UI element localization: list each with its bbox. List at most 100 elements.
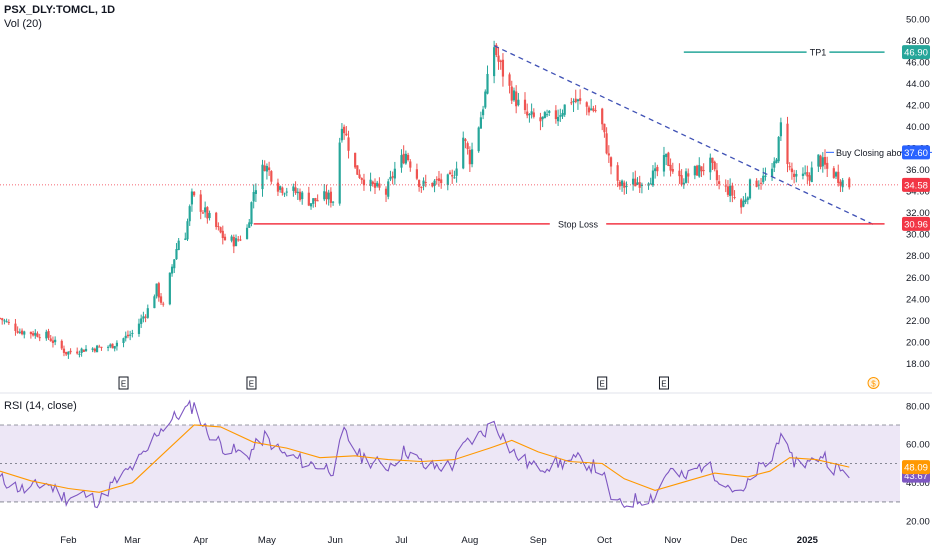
candle-body bbox=[162, 303, 165, 305]
candle-body bbox=[481, 109, 485, 116]
candle-body bbox=[530, 111, 533, 115]
candle-body bbox=[832, 168, 835, 178]
candle-body bbox=[607, 153, 610, 156]
candle-body bbox=[764, 175, 767, 177]
candle-body bbox=[38, 337, 41, 339]
candle-body bbox=[563, 104, 566, 115]
time-axis: Feb Mar Apr May Jun Jul Aug Sep Oct Nov Dec 2025 bbox=[60, 535, 818, 546]
candle-body bbox=[168, 272, 171, 305]
candle-body bbox=[98, 346, 101, 348]
candle-body bbox=[616, 165, 619, 181]
candle-body bbox=[354, 152, 357, 168]
candle-body bbox=[804, 172, 807, 174]
candle-body bbox=[733, 197, 736, 199]
candle-body bbox=[47, 331, 50, 338]
rsi-indicator-label: RSI (14, close) bbox=[4, 400, 77, 412]
candle-body bbox=[93, 348, 96, 352]
candle-body bbox=[384, 188, 388, 195]
candle-body bbox=[801, 173, 805, 176]
candle-body bbox=[649, 183, 652, 185]
candle-body bbox=[45, 331, 48, 339]
buy-level-annotation: Buy Closing above.37.60 bbox=[826, 145, 932, 160]
rsi-moving-average-value-tag bbox=[902, 460, 930, 475]
candle-body bbox=[193, 191, 196, 196]
candle-body bbox=[109, 344, 112, 347]
candle-body bbox=[34, 332, 37, 336]
price-axis-tick: 20.00 bbox=[906, 337, 930, 348]
earnings-marker-letter: E bbox=[249, 380, 254, 389]
candle-body bbox=[331, 201, 335, 203]
candle-body bbox=[440, 179, 443, 184]
candle-body bbox=[265, 165, 269, 172]
time-axis-tick: Nov bbox=[664, 535, 681, 546]
candle-body bbox=[759, 182, 763, 184]
candle-body bbox=[788, 166, 791, 168]
candle-body bbox=[312, 198, 315, 204]
price-axis: 18.00 20.00 22.00 24.00 26.00 28.00 30.00 32.00… bbox=[906, 14, 930, 370]
candle-body bbox=[146, 308, 149, 318]
time-axis-tick: Apr bbox=[193, 535, 208, 546]
candle-body bbox=[748, 179, 752, 199]
candle-body bbox=[54, 339, 57, 343]
candle-body bbox=[819, 155, 822, 167]
dividend-marker: $ bbox=[867, 377, 880, 389]
price-axis-tick: 26.00 bbox=[906, 273, 930, 284]
candle-body bbox=[715, 170, 719, 181]
candle-body bbox=[124, 335, 127, 339]
candle-body bbox=[548, 110, 551, 113]
candle-body bbox=[137, 323, 141, 335]
candle-body bbox=[190, 191, 194, 205]
rsi-axis-tick: 40.00 bbox=[906, 478, 930, 489]
candle-body bbox=[420, 186, 423, 189]
candle-body bbox=[497, 55, 500, 62]
candle-body bbox=[296, 191, 299, 194]
candle-body bbox=[301, 192, 304, 200]
candle-body bbox=[470, 149, 474, 165]
candle-body bbox=[389, 176, 392, 180]
candle-body bbox=[268, 167, 271, 171]
candle-body bbox=[709, 157, 712, 173]
candle-body bbox=[742, 200, 745, 207]
candle-body bbox=[539, 117, 542, 122]
candle-body bbox=[839, 181, 842, 186]
candle-body bbox=[285, 191, 288, 193]
candle-body bbox=[261, 164, 264, 190]
candle-body bbox=[682, 182, 685, 185]
candle-body bbox=[810, 167, 813, 183]
candle-body bbox=[726, 186, 730, 195]
candle-body bbox=[16, 331, 19, 333]
candle-body bbox=[49, 338, 52, 342]
candle-body bbox=[36, 333, 39, 337]
candle-body bbox=[625, 186, 628, 188]
candle-body bbox=[462, 137, 465, 169]
candle-body bbox=[80, 348, 83, 353]
candle-body bbox=[69, 350, 72, 353]
earnings-marker-letter: E bbox=[121, 380, 126, 389]
candle-body bbox=[510, 86, 513, 101]
candle-body bbox=[786, 123, 789, 165]
buy-level-price-tag bbox=[902, 145, 930, 160]
candle-body bbox=[343, 126, 346, 134]
candle-body bbox=[587, 107, 591, 113]
candle-body bbox=[131, 332, 134, 334]
candle-body bbox=[283, 193, 286, 195]
candle-body bbox=[559, 115, 562, 117]
candle-body bbox=[775, 159, 778, 164]
candle-body bbox=[23, 331, 26, 335]
candle-body bbox=[307, 192, 310, 206]
candle-body bbox=[528, 114, 531, 116]
price-axis-tick: 18.00 bbox=[906, 359, 930, 370]
candle-body bbox=[585, 102, 588, 107]
earnings-marker-letter: E bbox=[600, 380, 605, 389]
candle-body bbox=[122, 338, 125, 343]
candle-body bbox=[415, 169, 419, 179]
candle-body bbox=[466, 143, 469, 150]
candle-body bbox=[821, 157, 824, 167]
candle-body bbox=[671, 169, 674, 172]
candle-body bbox=[232, 236, 235, 247]
candle-body bbox=[590, 108, 593, 111]
candle-body bbox=[790, 168, 794, 173]
candle-body bbox=[561, 113, 564, 117]
time-axis-tick: Aug bbox=[461, 535, 478, 546]
